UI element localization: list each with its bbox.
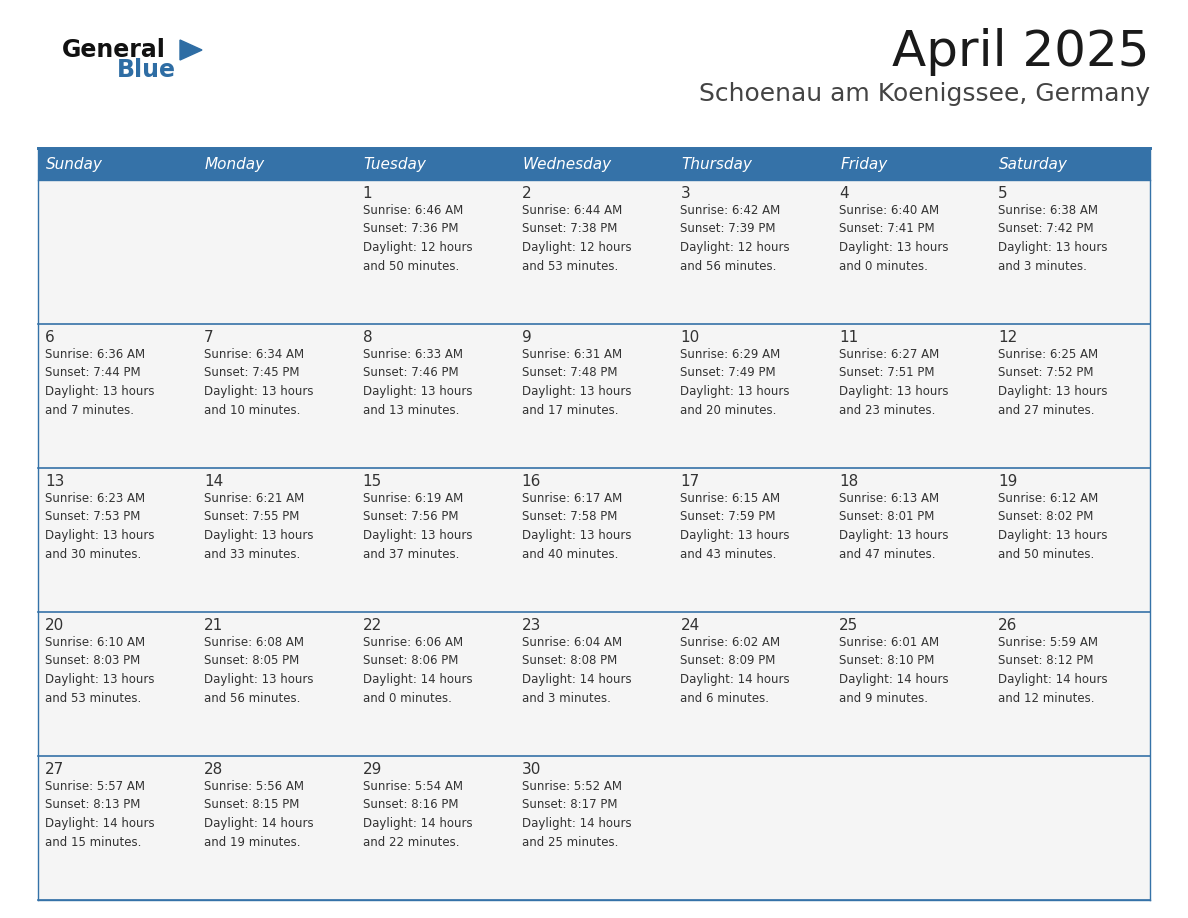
Bar <box>38 612 1150 756</box>
Text: 21: 21 <box>204 618 223 633</box>
Text: 4: 4 <box>839 186 849 201</box>
Text: 10: 10 <box>681 330 700 345</box>
Text: 17: 17 <box>681 474 700 489</box>
Text: Sunrise: 5:59 AM
Sunset: 8:12 PM
Daylight: 14 hours
and 12 minutes.: Sunrise: 5:59 AM Sunset: 8:12 PM Dayligh… <box>998 636 1107 704</box>
Text: 12: 12 <box>998 330 1017 345</box>
Bar <box>833 148 991 180</box>
Text: 29: 29 <box>362 762 383 777</box>
Text: Sunrise: 6:12 AM
Sunset: 8:02 PM
Daylight: 13 hours
and 50 minutes.: Sunrise: 6:12 AM Sunset: 8:02 PM Dayligh… <box>998 492 1107 561</box>
Text: April 2025: April 2025 <box>892 28 1150 76</box>
Text: Tuesday: Tuesday <box>364 156 426 172</box>
Text: 5: 5 <box>998 186 1007 201</box>
Bar <box>991 148 1150 180</box>
Text: Sunrise: 5:52 AM
Sunset: 8:17 PM
Daylight: 14 hours
and 25 minutes.: Sunrise: 5:52 AM Sunset: 8:17 PM Dayligh… <box>522 780 631 848</box>
Text: Sunrise: 5:56 AM
Sunset: 8:15 PM
Daylight: 14 hours
and 19 minutes.: Sunrise: 5:56 AM Sunset: 8:15 PM Dayligh… <box>204 780 314 848</box>
Text: Sunrise: 6:44 AM
Sunset: 7:38 PM
Daylight: 12 hours
and 53 minutes.: Sunrise: 6:44 AM Sunset: 7:38 PM Dayligh… <box>522 204 631 273</box>
Text: Sunrise: 6:21 AM
Sunset: 7:55 PM
Daylight: 13 hours
and 33 minutes.: Sunrise: 6:21 AM Sunset: 7:55 PM Dayligh… <box>204 492 314 561</box>
Bar <box>38 756 1150 900</box>
Text: Sunrise: 6:25 AM
Sunset: 7:52 PM
Daylight: 13 hours
and 27 minutes.: Sunrise: 6:25 AM Sunset: 7:52 PM Dayligh… <box>998 348 1107 417</box>
Text: 11: 11 <box>839 330 859 345</box>
Text: Sunrise: 6:34 AM
Sunset: 7:45 PM
Daylight: 13 hours
and 10 minutes.: Sunrise: 6:34 AM Sunset: 7:45 PM Dayligh… <box>204 348 314 417</box>
Text: 15: 15 <box>362 474 383 489</box>
Text: 19: 19 <box>998 474 1017 489</box>
Text: Sunrise: 6:01 AM
Sunset: 8:10 PM
Daylight: 14 hours
and 9 minutes.: Sunrise: 6:01 AM Sunset: 8:10 PM Dayligh… <box>839 636 949 704</box>
Text: 8: 8 <box>362 330 372 345</box>
Text: Sunrise: 6:31 AM
Sunset: 7:48 PM
Daylight: 13 hours
and 17 minutes.: Sunrise: 6:31 AM Sunset: 7:48 PM Dayligh… <box>522 348 631 417</box>
Text: 22: 22 <box>362 618 383 633</box>
Text: Friday: Friday <box>840 156 887 172</box>
Text: Saturday: Saturday <box>999 156 1068 172</box>
Text: 2: 2 <box>522 186 531 201</box>
Text: Sunrise: 6:33 AM
Sunset: 7:46 PM
Daylight: 13 hours
and 13 minutes.: Sunrise: 6:33 AM Sunset: 7:46 PM Dayligh… <box>362 348 472 417</box>
Text: Blue: Blue <box>116 58 176 82</box>
Text: Sunrise: 6:46 AM
Sunset: 7:36 PM
Daylight: 12 hours
and 50 minutes.: Sunrise: 6:46 AM Sunset: 7:36 PM Dayligh… <box>362 204 473 273</box>
Bar <box>38 180 1150 324</box>
Text: 16: 16 <box>522 474 541 489</box>
Text: Sunrise: 5:54 AM
Sunset: 8:16 PM
Daylight: 14 hours
and 22 minutes.: Sunrise: 5:54 AM Sunset: 8:16 PM Dayligh… <box>362 780 473 848</box>
Text: 6: 6 <box>45 330 55 345</box>
Text: 26: 26 <box>998 618 1017 633</box>
Text: Sunrise: 6:42 AM
Sunset: 7:39 PM
Daylight: 12 hours
and 56 minutes.: Sunrise: 6:42 AM Sunset: 7:39 PM Dayligh… <box>681 204 790 273</box>
Text: Sunrise: 6:15 AM
Sunset: 7:59 PM
Daylight: 13 hours
and 43 minutes.: Sunrise: 6:15 AM Sunset: 7:59 PM Dayligh… <box>681 492 790 561</box>
Bar <box>355 148 514 180</box>
Text: 27: 27 <box>45 762 64 777</box>
Text: 7: 7 <box>204 330 214 345</box>
Text: Sunrise: 6:29 AM
Sunset: 7:49 PM
Daylight: 13 hours
and 20 minutes.: Sunrise: 6:29 AM Sunset: 7:49 PM Dayligh… <box>681 348 790 417</box>
Text: 30: 30 <box>522 762 541 777</box>
Text: Sunrise: 6:40 AM
Sunset: 7:41 PM
Daylight: 13 hours
and 0 minutes.: Sunrise: 6:40 AM Sunset: 7:41 PM Dayligh… <box>839 204 949 273</box>
Bar <box>514 148 674 180</box>
Text: Sunrise: 6:27 AM
Sunset: 7:51 PM
Daylight: 13 hours
and 23 minutes.: Sunrise: 6:27 AM Sunset: 7:51 PM Dayligh… <box>839 348 949 417</box>
Text: Sunrise: 6:38 AM
Sunset: 7:42 PM
Daylight: 13 hours
and 3 minutes.: Sunrise: 6:38 AM Sunset: 7:42 PM Dayligh… <box>998 204 1107 273</box>
Text: Sunrise: 5:57 AM
Sunset: 8:13 PM
Daylight: 14 hours
and 15 minutes.: Sunrise: 5:57 AM Sunset: 8:13 PM Dayligh… <box>45 780 154 848</box>
Text: 24: 24 <box>681 618 700 633</box>
Bar <box>674 148 833 180</box>
Text: Sunrise: 6:10 AM
Sunset: 8:03 PM
Daylight: 13 hours
and 53 minutes.: Sunrise: 6:10 AM Sunset: 8:03 PM Dayligh… <box>45 636 154 704</box>
Text: Sunrise: 6:04 AM
Sunset: 8:08 PM
Daylight: 14 hours
and 3 minutes.: Sunrise: 6:04 AM Sunset: 8:08 PM Dayligh… <box>522 636 631 704</box>
Bar <box>38 468 1150 612</box>
Text: 1: 1 <box>362 186 372 201</box>
Text: Sunrise: 6:02 AM
Sunset: 8:09 PM
Daylight: 14 hours
and 6 minutes.: Sunrise: 6:02 AM Sunset: 8:09 PM Dayligh… <box>681 636 790 704</box>
Text: Sunrise: 6:17 AM
Sunset: 7:58 PM
Daylight: 13 hours
and 40 minutes.: Sunrise: 6:17 AM Sunset: 7:58 PM Dayligh… <box>522 492 631 561</box>
Bar <box>38 148 197 180</box>
Text: Sunrise: 6:06 AM
Sunset: 8:06 PM
Daylight: 14 hours
and 0 minutes.: Sunrise: 6:06 AM Sunset: 8:06 PM Dayligh… <box>362 636 473 704</box>
Text: 25: 25 <box>839 618 859 633</box>
Text: Monday: Monday <box>204 156 265 172</box>
Text: Sunrise: 6:36 AM
Sunset: 7:44 PM
Daylight: 13 hours
and 7 minutes.: Sunrise: 6:36 AM Sunset: 7:44 PM Dayligh… <box>45 348 154 417</box>
Text: 18: 18 <box>839 474 859 489</box>
Text: 20: 20 <box>45 618 64 633</box>
Polygon shape <box>181 40 202 60</box>
Text: Schoenau am Koenigssee, Germany: Schoenau am Koenigssee, Germany <box>699 82 1150 106</box>
Text: Thursday: Thursday <box>682 156 752 172</box>
Text: General: General <box>62 38 166 62</box>
Text: Sunday: Sunday <box>46 156 103 172</box>
Text: Wednesday: Wednesday <box>523 156 612 172</box>
Text: Sunrise: 6:08 AM
Sunset: 8:05 PM
Daylight: 13 hours
and 56 minutes.: Sunrise: 6:08 AM Sunset: 8:05 PM Dayligh… <box>204 636 314 704</box>
Text: 28: 28 <box>204 762 223 777</box>
Text: 14: 14 <box>204 474 223 489</box>
Text: 23: 23 <box>522 618 541 633</box>
Text: Sunrise: 6:23 AM
Sunset: 7:53 PM
Daylight: 13 hours
and 30 minutes.: Sunrise: 6:23 AM Sunset: 7:53 PM Dayligh… <box>45 492 154 561</box>
Text: Sunrise: 6:13 AM
Sunset: 8:01 PM
Daylight: 13 hours
and 47 minutes.: Sunrise: 6:13 AM Sunset: 8:01 PM Dayligh… <box>839 492 949 561</box>
Text: 3: 3 <box>681 186 690 201</box>
Text: Sunrise: 6:19 AM
Sunset: 7:56 PM
Daylight: 13 hours
and 37 minutes.: Sunrise: 6:19 AM Sunset: 7:56 PM Dayligh… <box>362 492 472 561</box>
Text: 13: 13 <box>45 474 64 489</box>
Bar <box>38 324 1150 468</box>
Bar <box>197 148 355 180</box>
Text: 9: 9 <box>522 330 531 345</box>
